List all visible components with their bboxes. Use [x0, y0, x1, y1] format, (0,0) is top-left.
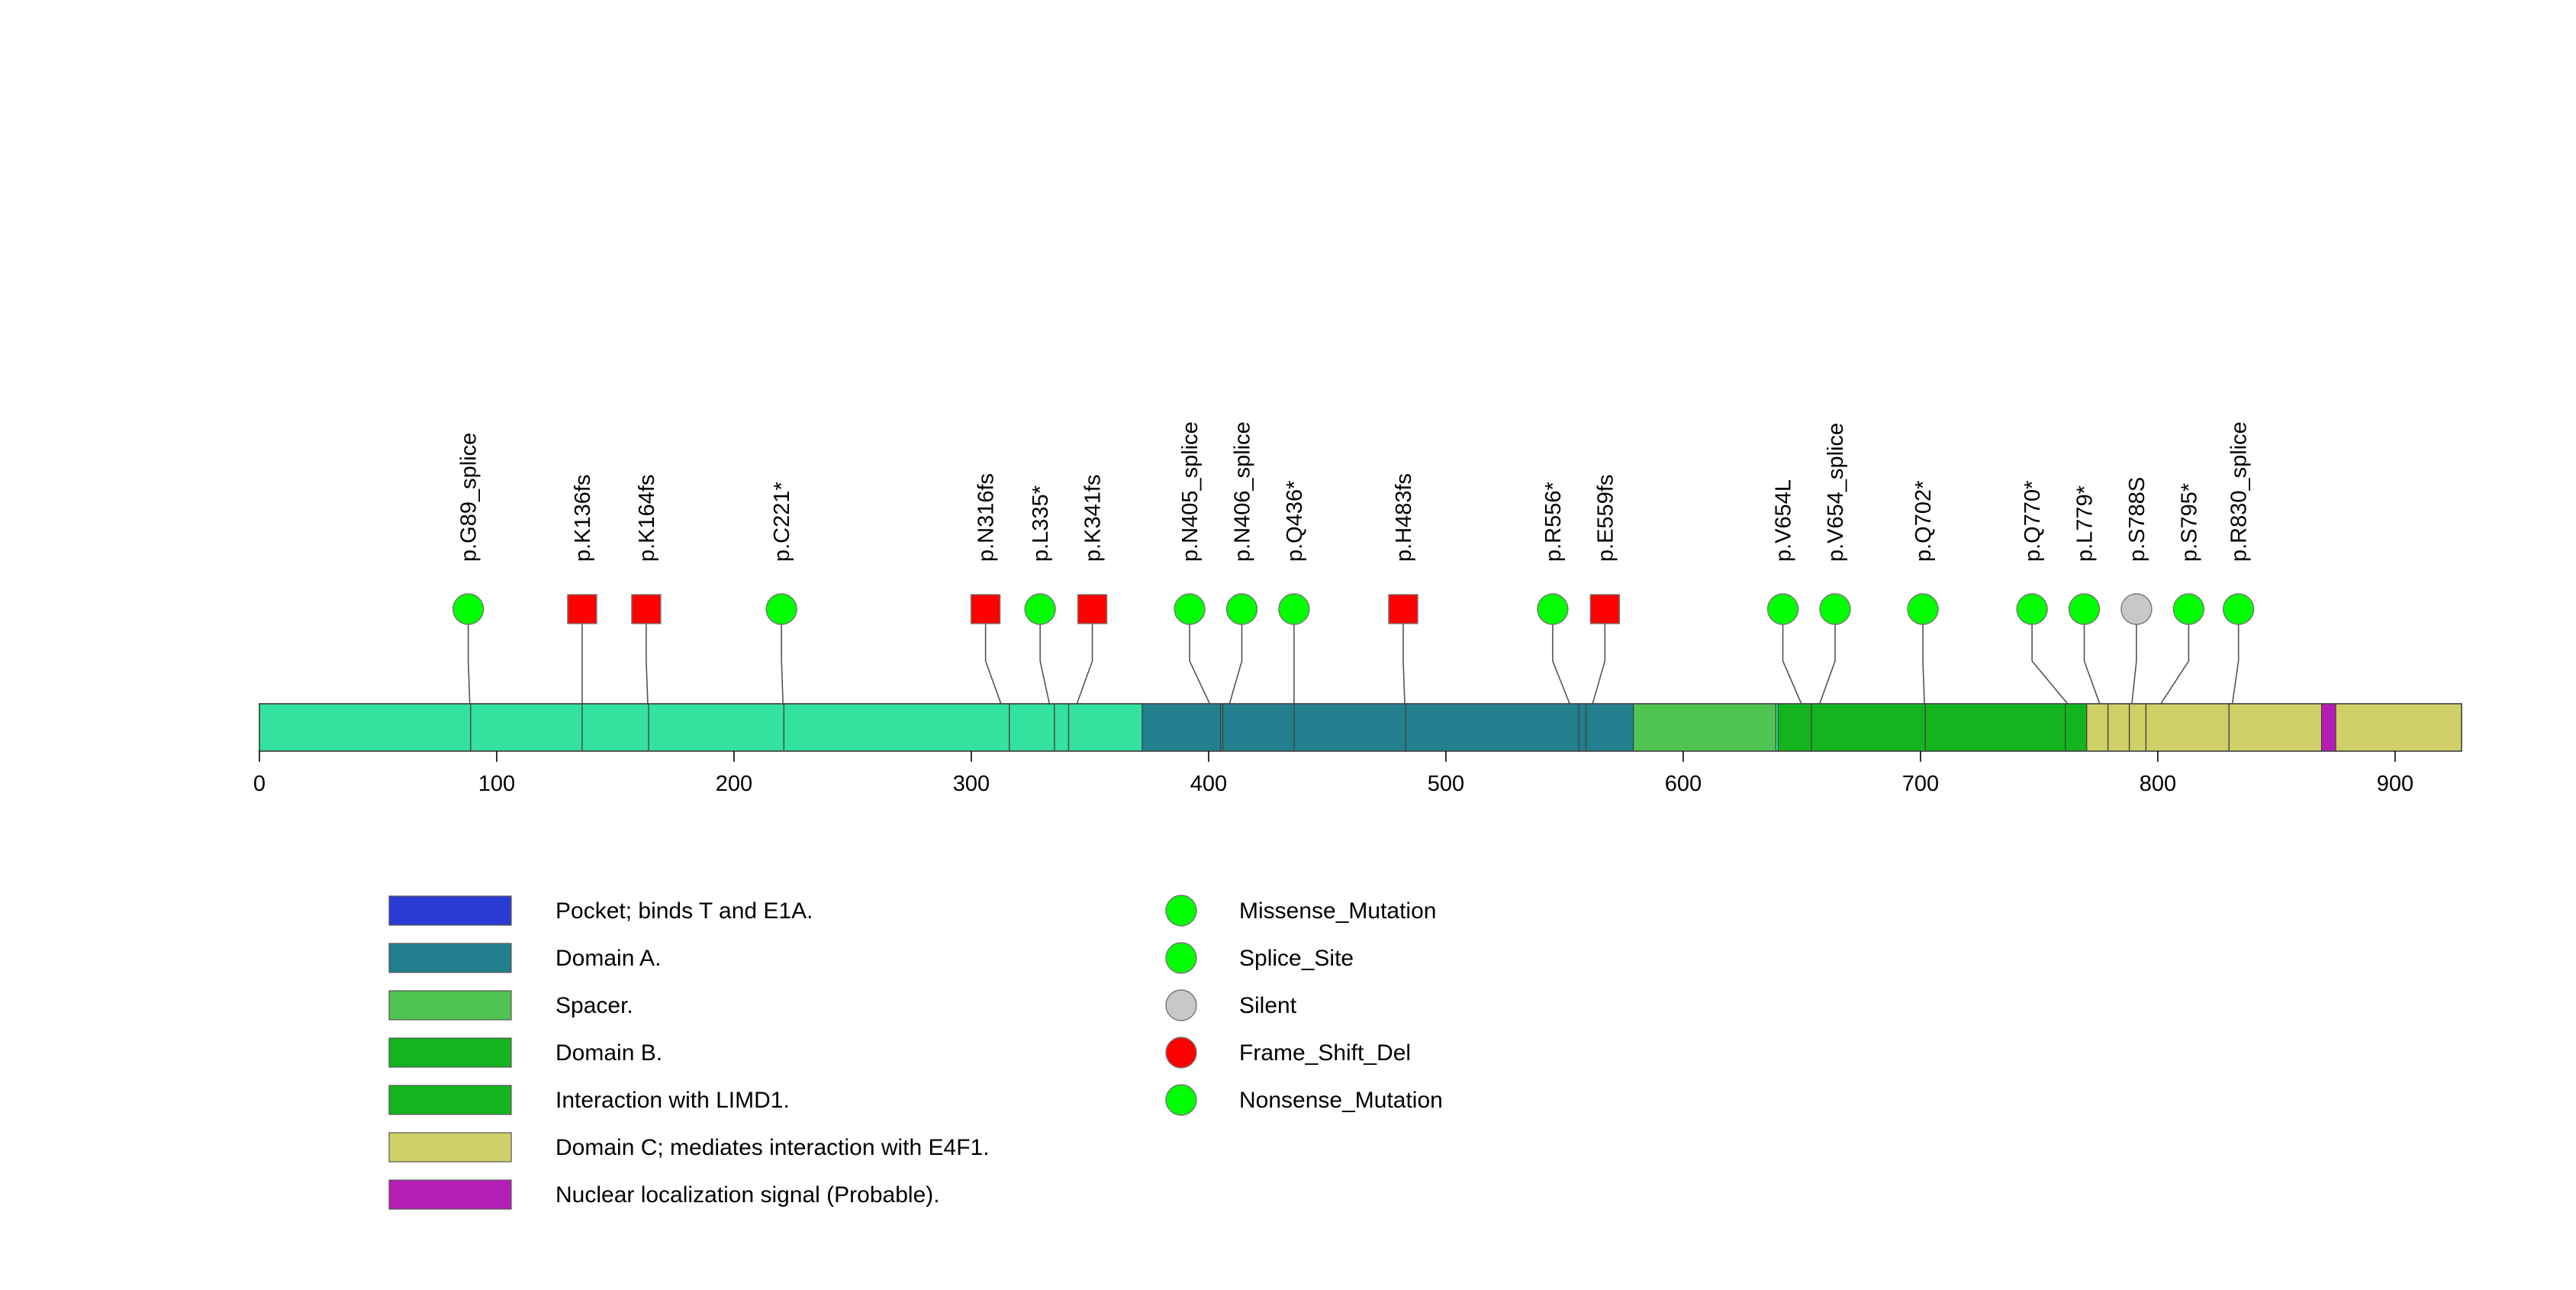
tick-label-800: 800 — [2140, 772, 2176, 796]
legend-marker-silent — [1165, 989, 1197, 1021]
tick-label-300: 300 — [953, 772, 990, 796]
mutation-label-p-n316fs: p.N316fs — [974, 473, 999, 562]
legend-swatch-domain-a — [388, 943, 512, 973]
domain-legend: Pocket; binds T and E1A. Domain A. Spacer.… — [388, 895, 990, 1210]
mutation-label-p-k136fs: p.K136fs — [571, 475, 595, 562]
legend-marker-missense-mutation — [1165, 895, 1197, 927]
legend-type-silent: Silent — [1239, 993, 1297, 1018]
marker-p-r556 — [1537, 593, 1569, 625]
mutation-label-p-l335: p.L335* — [1029, 485, 1053, 562]
legend-label-domain-c-mediates-interaction-with-e4f1: Domain C; mediates interaction with E4F1… — [555, 1135, 990, 1160]
marker-p-v654l — [1766, 593, 1799, 625]
marker-p-g89-splice — [452, 593, 485, 625]
tick-label-100: 100 — [478, 772, 515, 796]
legend-swatch-nuclear-localization-signal-probable — [388, 1179, 512, 1210]
legend-marker-nonsense-mutation — [1165, 1084, 1197, 1116]
mutation-label-p-g89-splice: p.G89_splice — [457, 433, 481, 562]
marker-p-n406-splice — [1225, 593, 1258, 625]
mutation-label-p-l779: p.L779* — [2073, 485, 2098, 562]
legend-swatch-interaction-with-limd1 — [388, 1085, 512, 1115]
protein-outline — [259, 703, 2462, 752]
mutation-label-p-q436: p.Q436* — [1283, 481, 1307, 562]
marker-p-k341fs — [1077, 594, 1108, 624]
marker-p-n316fs — [970, 594, 1001, 624]
legend-type-nonsense-mutation: Nonsense_Mutation — [1239, 1088, 1443, 1113]
marker-p-q770 — [2016, 593, 2048, 625]
marker-p-e559fs — [1589, 594, 1621, 624]
mutation-label-p-e559fs: p.E559fs — [1593, 475, 1618, 562]
legend-label-nuclear-localization-signal-probable: Nuclear localization signal (Probable). — [555, 1182, 940, 1208]
marker-p-c221 — [765, 593, 797, 625]
marker-p-l335 — [1024, 593, 1056, 625]
protein-track — [259, 703, 2462, 752]
mutation-labels: p.G89_splice p.K136fs p.K164fs p.C221* p.N31… — [457, 421, 2252, 562]
marker-p-n405-splice — [1174, 593, 1206, 625]
domain-interaction-with-limd1 — [2065, 703, 2088, 752]
legend-label-spacer: Spacer. — [555, 993, 633, 1018]
tick-label-600: 600 — [1665, 772, 1702, 796]
marker-p-k164fs — [631, 594, 662, 624]
legend-type-missense-mutation: Missense_Mutation — [1239, 898, 1436, 924]
mutation-label-p-q702: p.Q702* — [1911, 481, 1936, 562]
marker-p-r830-splice — [2222, 593, 2255, 625]
legend-swatch-domain-c-mediates-interaction-with-e4f1 — [388, 1132, 512, 1163]
legend-marker-splice-site — [1165, 942, 1197, 974]
mutation-label-p-n405-splice: p.N405_splice — [1178, 421, 1203, 562]
tick-label-700: 700 — [1902, 772, 1939, 796]
tick-label-400: 400 — [1190, 772, 1227, 796]
legend-type-frame-shift-del: Frame_Shift_Del — [1239, 1040, 1411, 1066]
legend-label-domain-a: Domain A. — [555, 946, 661, 971]
mutation-label-p-n406-splice: p.N406_splice — [1231, 421, 1255, 562]
mutation-label-p-q770: p.Q770* — [2021, 481, 2045, 562]
marker-p-k136fs — [567, 594, 597, 624]
mutation-label-p-s795: p.S795* — [2177, 483, 2201, 562]
legend-marker-frame-shift-del — [1165, 1037, 1197, 1069]
marker-p-q702 — [1907, 593, 1939, 625]
domain-domain-a — [1141, 703, 1634, 752]
legend-swatch-domain-b — [388, 1037, 512, 1068]
marker-p-l779 — [2068, 593, 2101, 625]
domain-nuclear-localization-signal-probable — [2321, 703, 2336, 752]
legend-type-splice-site: Splice_Site — [1239, 946, 1354, 971]
x-axis: 0 100 200 300 400 500 600 700 800 900 — [253, 751, 2413, 796]
mutation-label-p-r556: p.R556* — [1541, 482, 1566, 562]
marker-p-v654-splice — [1819, 593, 1851, 625]
marker-p-h483fs — [1388, 594, 1418, 624]
domain-spacer — [1633, 703, 1776, 752]
mutation-label-p-s788s: p.S788S — [2125, 477, 2149, 562]
domain-domain-c-mediates-interaction-with-e4f1 — [2086, 703, 2462, 752]
tick-label-0: 0 — [253, 772, 266, 796]
mutation-label-p-c221: p.C221* — [770, 482, 794, 562]
mutation-label-p-k164fs: p.K164fs — [635, 475, 659, 562]
legend-swatch-pocket-binds-t-and-e1a — [388, 895, 512, 926]
marker-p-s795 — [2172, 593, 2205, 625]
tick-label-900: 900 — [2377, 772, 2413, 796]
tick-label-200: 200 — [716, 772, 752, 796]
mutation-type-legend: Missense_Mutation Splice_Site Silent Frame_… — [1165, 895, 1443, 1116]
legend-swatch-spacer — [388, 990, 512, 1021]
mutation-label-p-r830-splice: p.R830_splice — [2227, 421, 2252, 562]
mutation-label-p-v654-splice: p.V654_splice — [1824, 423, 1848, 562]
legend-label-pocket-binds-t-and-e1a: Pocket; binds T and E1A. — [555, 898, 813, 924]
domain-domain-b — [1777, 703, 2082, 752]
legend-label-interaction-with-limd1: Interaction with LIMD1. — [555, 1088, 790, 1113]
tick-label-500: 500 — [1428, 772, 1464, 796]
legend-label-domain-b: Domain B. — [555, 1040, 662, 1066]
marker-p-q436 — [1278, 593, 1310, 625]
mutation-label-p-k341fs: p.K341fs — [1081, 475, 1106, 562]
mutation-label-p-v654l: p.V654L — [1772, 479, 1796, 562]
mutation-label-p-h483fs: p.H483fs — [1392, 473, 1416, 562]
mutation-markers — [452, 593, 2255, 625]
marker-p-s788s — [2120, 593, 2153, 625]
